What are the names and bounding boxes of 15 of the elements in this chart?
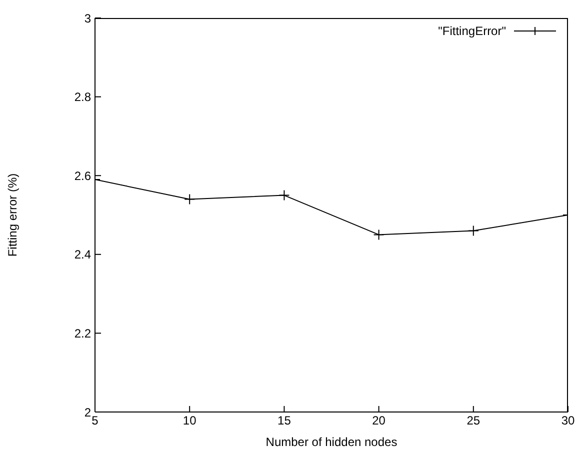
x-axis-title: Number of hidden nodes — [266, 435, 398, 449]
y-tick-label: 2.6 — [74, 168, 92, 183]
y-tick-label: 2.8 — [74, 90, 92, 104]
y-tick-label: 2 — [84, 405, 92, 420]
y-tick-label: 2.2 — [74, 326, 92, 340]
y-axis-title: Fitting error (%) — [5, 173, 20, 257]
x-tick-label: 30 — [561, 414, 575, 428]
legend-label: "FittingError" — [438, 24, 506, 38]
x-tick-label: 5 — [92, 414, 99, 428]
y-tick-label: 3 — [84, 11, 92, 26]
x-tick-label: 15 — [278, 414, 292, 428]
x-tick-label: 10 — [182, 414, 197, 428]
x-tick-label: 20 — [372, 414, 386, 428]
y-tick-label: 2.4 — [74, 248, 92, 262]
x-tick-label: 25 — [466, 414, 480, 428]
